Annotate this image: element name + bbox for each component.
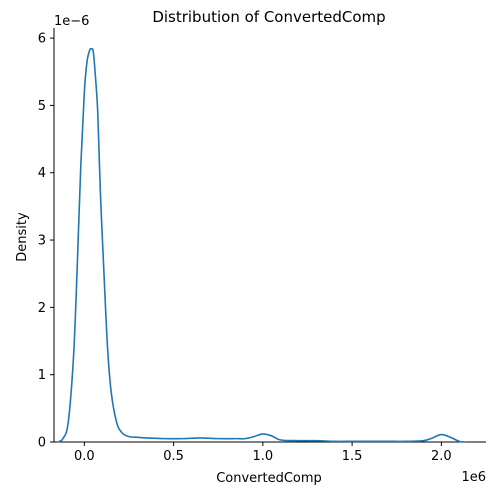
axes — [53, 28, 486, 443]
y-offset-label: 1e−6 — [54, 14, 89, 29]
y-tick-label: 3 — [38, 234, 46, 249]
x-tick-label: 1.5 — [342, 449, 363, 464]
ticks: 0.0 0.5 1.0 1.5 2.0 0 1 2 3 4 5 6 — [38, 32, 452, 464]
x-tick-label: 0.0 — [74, 449, 95, 464]
plot-area — [56, 47, 466, 443]
y-tick-label: 1 — [38, 368, 46, 383]
x-tick-label: 0.5 — [163, 449, 184, 464]
y-tick-label: 0 — [38, 436, 46, 451]
density-curve — [56, 47, 466, 443]
y-tick-label: 4 — [38, 166, 46, 181]
x-tick-label: 2.0 — [431, 449, 452, 464]
x-axis-label: ConvertedComp — [216, 471, 322, 486]
y-tick-label: 6 — [38, 32, 46, 47]
x-tick-label: 1.0 — [253, 449, 274, 464]
y-tick-label: 2 — [38, 301, 46, 316]
chart-title: Distribution of ConvertedComp — [152, 8, 385, 26]
x-offset-label: 1e6 — [461, 470, 486, 485]
y-axis-label: Density — [15, 212, 30, 262]
y-tick-label: 5 — [38, 99, 46, 114]
